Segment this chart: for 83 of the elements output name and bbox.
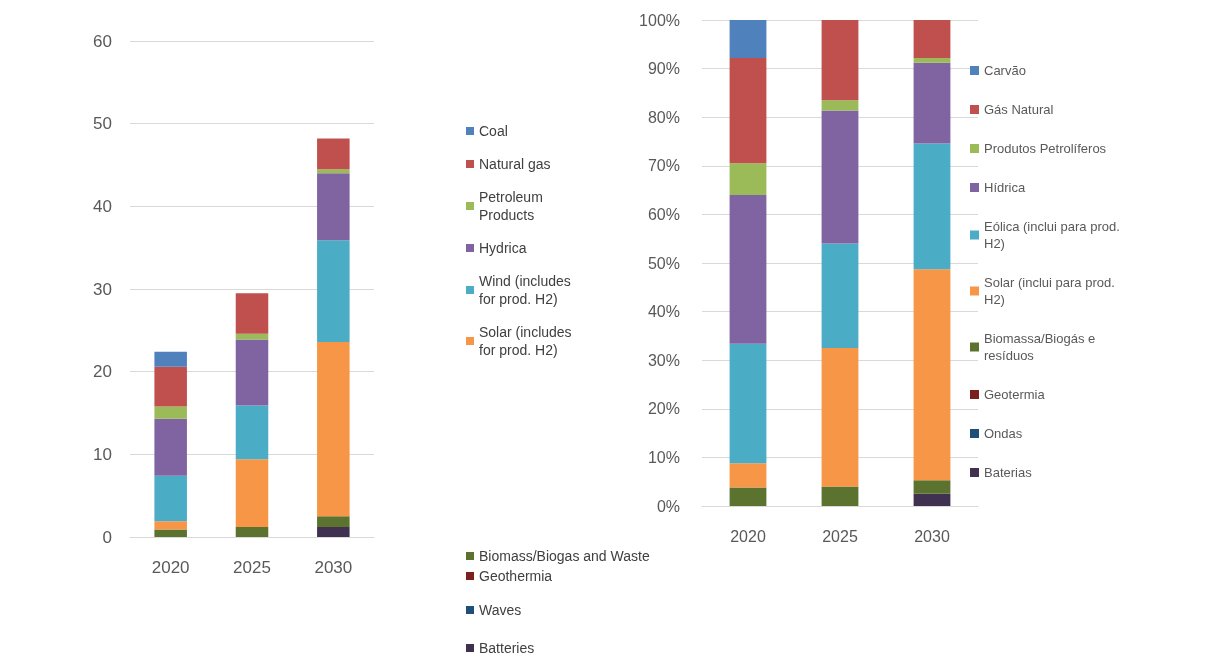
bar (235, 459, 269, 528)
bar (913, 493, 951, 506)
bar (913, 269, 951, 481)
y-tick-label: 50% (647, 254, 680, 272)
y-tick-label: 0% (656, 497, 680, 515)
y-tick-label: 20 (93, 362, 112, 382)
legend-label: Natural gas (479, 156, 551, 172)
bar (913, 20, 951, 58)
bar (821, 110, 859, 244)
bar (235, 293, 269, 334)
legend-label: Batteries (479, 640, 535, 656)
bar (154, 406, 187, 419)
bar (821, 100, 859, 111)
y-tick-label: 10% (647, 448, 680, 466)
bar (821, 486, 859, 506)
bar (729, 463, 767, 488)
bar (821, 243, 859, 349)
bar (154, 366, 187, 407)
legend-label: Biomass/Biogas and Waste (479, 548, 650, 564)
y-tick-label: 60 (93, 31, 112, 51)
bar (913, 480, 951, 494)
bar (235, 527, 269, 537)
y-tick-label: 100% (639, 11, 680, 29)
bar (913, 57, 951, 63)
bar (317, 527, 350, 537)
x-tick-label: 2020 (730, 527, 766, 545)
x-tick-label: 2020 (151, 558, 190, 577)
bar (154, 521, 187, 530)
bar (317, 240, 350, 342)
y-tick-label: 40% (647, 303, 680, 321)
bar (317, 169, 350, 174)
bar (154, 529, 187, 537)
legend-label: Gás Natural (984, 102, 1054, 117)
y-tick-label: 30 (93, 279, 112, 299)
bar (154, 351, 187, 367)
legend-label: Baterias (984, 465, 1033, 480)
legend-label: Biomassa/Biogás e resíduos (984, 331, 1096, 363)
bar (821, 20, 859, 101)
legend-label: Eólica (inclui para prod. H2) (984, 219, 1120, 251)
legend-label: Hydrica (479, 240, 527, 256)
bar (317, 341, 350, 517)
legend-label: Solar (inclui para prod. H2) (984, 275, 1115, 307)
y-tick-label: 30% (647, 351, 680, 369)
bar (729, 20, 767, 58)
bar (729, 487, 767, 506)
y-tick-label: 40 (93, 196, 112, 216)
bar (913, 143, 951, 270)
legend-label: Geotermia (984, 387, 1046, 402)
x-tick-label: 2025 (233, 558, 271, 577)
bar (154, 475, 187, 522)
y-tick-label: 50 (93, 114, 112, 134)
legend-label: Geothermia (479, 568, 553, 584)
y-tick-label: 0 (102, 527, 112, 547)
bar (821, 348, 859, 487)
legend-label: Hídrica (984, 180, 1026, 195)
bar (729, 163, 767, 195)
y-tick-label: 10 (93, 444, 112, 464)
x-tick-label: 2030 (314, 558, 353, 577)
bar (317, 516, 350, 528)
y-tick-label: 60% (647, 205, 680, 223)
bar (235, 339, 269, 406)
legend-label: Waves (479, 602, 522, 618)
y-tick-label: 70% (647, 157, 680, 175)
bar (317, 138, 350, 170)
y-tick-label: 20% (647, 400, 680, 418)
legend-label: Coal (479, 123, 508, 139)
legend-label: Wind (includes for prod. H2) (479, 273, 571, 307)
bar (317, 173, 350, 241)
y-tick-label: 90% (647, 60, 680, 78)
bar (235, 405, 269, 460)
legend-label: Carvão (984, 63, 1026, 78)
bar (154, 418, 187, 476)
bar (729, 343, 767, 464)
legend-label: Solar (includes for prod. H2) (479, 324, 572, 358)
y-tick-label: 80% (647, 108, 680, 126)
x-tick-label: 2025 (822, 527, 858, 545)
legend-label: Ondas (984, 426, 1023, 441)
bar (729, 194, 767, 344)
bar (729, 57, 767, 164)
legend-label: Produtos Petrolíferos (984, 141, 1107, 156)
legend-label: Petroleum Products (479, 189, 543, 223)
bar (913, 62, 951, 144)
x-tick-label: 2030 (914, 527, 950, 545)
